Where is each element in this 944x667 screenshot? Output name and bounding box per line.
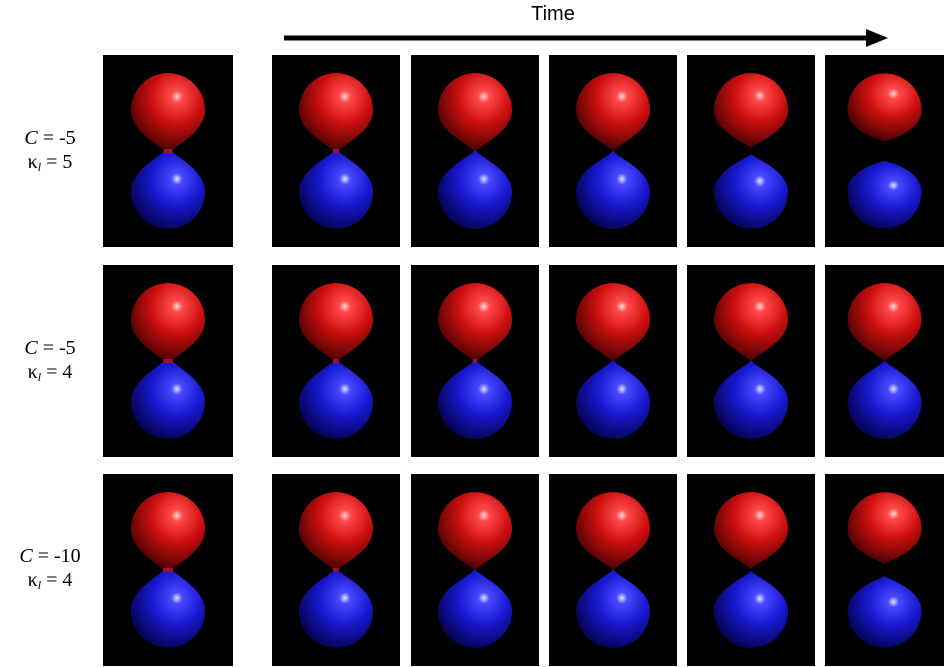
upper-lobe [299,283,373,361]
simulation-frame [103,265,233,457]
upper-lobe [576,283,650,361]
simulation-frame [272,474,400,666]
upper-lobe [438,73,512,151]
upper-lobe [131,73,205,151]
upper-lobe [847,492,922,564]
row-label-3: C = -10 κl = 4 [19,545,81,592]
simulation-frame [103,474,233,666]
lower-lobe [131,361,205,439]
neck-band [163,568,173,572]
neck-band [163,149,173,153]
upper-lobe [714,492,788,569]
neck-band [333,359,339,363]
lower-lobe [576,361,650,439]
lower-lobe [299,361,373,439]
simulation-frame [103,55,233,247]
lower-lobe [438,361,512,439]
lower-lobe [299,570,373,648]
lower-lobe [576,570,650,648]
upper-lobe [576,492,650,570]
time-label: Time [531,3,575,25]
upper-lobe [847,283,922,361]
simulation-frame [411,474,539,666]
simulation-frame [825,55,944,247]
lower-lobe [299,151,373,229]
lower-lobe [131,151,205,229]
upper-lobe [714,73,788,148]
simulation-frame [825,474,944,666]
time-arrow [284,29,888,47]
upper-lobe [299,73,373,151]
lower-lobe [847,161,922,229]
simulation-frame [411,55,539,247]
lower-lobe [847,576,922,648]
simulation-frame [687,474,815,666]
lower-lobe [576,151,650,229]
neck-band [163,359,173,363]
neck-band [473,359,477,363]
upper-lobe [438,492,512,570]
upper-lobe [847,73,922,141]
neck-band [333,568,339,572]
upper-lobe [299,492,373,570]
upper-lobe [131,492,205,570]
row-label-1: C = -5 κl = 5 [24,127,76,174]
neck-band [333,149,339,153]
lower-lobe [131,570,205,648]
upper-lobe [131,283,205,361]
upper-lobe [438,283,512,361]
row-label-2: C = -5 κl = 4 [24,337,76,384]
simulation-frame [411,265,539,457]
lower-lobe [714,571,788,648]
lower-lobe [714,154,788,229]
lower-lobe [438,570,512,648]
simulation-frame [272,55,400,247]
simulation-frame [687,55,815,247]
lower-lobe [714,361,788,439]
simulation-frame [549,265,677,457]
upper-lobe [576,73,650,151]
simulation-frame [825,265,944,457]
lower-lobe [438,151,512,229]
lower-lobe [847,361,922,439]
simulation-frame [687,265,815,457]
simulation-frame [549,55,677,247]
simulation-frame [272,265,400,457]
upper-lobe [714,283,788,361]
simulation-frame [549,474,677,666]
